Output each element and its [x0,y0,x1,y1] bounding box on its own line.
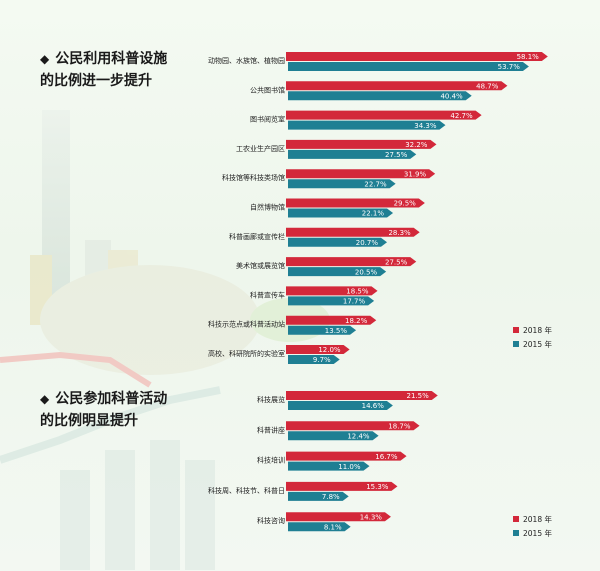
value-label: 12.0% [318,346,341,354]
value-label: 31.9% [404,170,427,178]
bar-2018 [286,169,436,179]
category-label: 科技周、科技节、科普日 [208,486,285,495]
value-label: 18.5% [346,288,369,296]
legend-label-2015: 2015 年 [523,528,552,538]
value-label: 8.1% [324,523,342,531]
value-label: 15.3% [366,483,389,491]
value-label: 20.7% [356,239,379,247]
bar-2015 [288,355,340,364]
category-label: 图书阅览室 [250,115,285,124]
value-label: 40.4% [440,93,463,101]
bar-2015 [288,325,357,335]
bar-2015 [288,237,388,247]
section-title-line1: 公民利用科普设施 [55,51,168,67]
bar-2015 [288,149,417,159]
value-label: 58.1% [517,53,540,61]
bar-2015 [288,461,370,471]
value-label: 53.7% [498,63,521,71]
legend-label-2018: 2018 年 [523,325,552,335]
value-label: 48.7% [476,83,499,91]
value-label: 16.7% [375,453,398,461]
value-label: 21.5% [407,392,430,400]
value-label: 22.1% [362,210,385,218]
category-label: 公共图书馆 [250,85,285,94]
value-label: 9.7% [313,356,331,364]
value-label: 29.5% [394,200,417,208]
category-label: 科技咨询 [257,516,285,525]
category-label: 高校、科研院所的实验室 [208,349,285,358]
value-label: 17.7% [343,298,366,306]
bar-2018 [286,391,438,400]
value-label: 32.2% [405,141,428,149]
bar-2015 [288,179,396,189]
bar-2018 [286,345,350,354]
value-label: 42.7% [450,112,473,120]
legend-swatch-2018 [513,327,519,333]
legend-label-2015: 2015 年 [523,339,552,349]
category-label: 工农业生产园区 [236,144,285,153]
category-label: 科普宣传车 [250,290,285,299]
bar-2018 [286,110,482,120]
bar-2018 [286,451,407,461]
bar-2018 [286,227,420,237]
category-label: 科普画廊或宣传栏 [229,232,285,241]
bar-2018 [286,421,420,431]
diamond-bullet-icon: ◆ [40,392,50,406]
value-label: 18.7% [388,423,411,431]
legend-swatch-2015 [513,341,519,347]
value-label: 14.6% [362,402,385,410]
section-title-line1: 公民参加科普活动 [55,391,168,407]
value-label: 14.3% [360,513,383,521]
section-title-facilities: ◆ 公民利用科普设施 的比例进一步提升 [40,48,210,92]
value-label: 7.8% [322,493,340,501]
category-label: 科技培训 [257,456,285,465]
bar-2015 [288,62,529,71]
bar-2015 [288,491,349,501]
bar-2015 [288,91,472,101]
bar-2015 [288,401,393,410]
category-label: 科技示范点或科普活动站 [208,320,285,329]
bar-2018 [286,512,391,522]
bar-2018 [286,286,378,296]
bar-2015 [288,522,351,532]
value-label: 27.5% [385,151,408,159]
category-label: 科技展览 [257,395,285,404]
bar-2015 [288,208,394,218]
legend-swatch-2015 [513,530,519,536]
bar-2015 [288,267,387,277]
section-title-activities: ◆ 公民参加科普活动 的比例明显提升 [40,388,210,432]
category-label: 科普讲座 [257,425,285,434]
value-label: 13.5% [325,327,348,335]
bar-2018 [286,315,377,325]
value-label: 22.7% [364,180,387,188]
bar-2018 [286,52,548,61]
category-label: 自然博物馆 [250,203,285,212]
bar-2018 [286,481,398,491]
bar-2015 [288,120,446,130]
bar-2018 [286,81,508,91]
legend-swatch-2018 [513,516,519,522]
value-label: 18.2% [345,317,368,325]
bar-2015 [288,296,375,306]
section-title-line2: 的比例进一步提升 [40,73,152,89]
diamond-bullet-icon: ◆ [40,52,50,66]
section-title-line2: 的比例明显提升 [40,413,138,429]
category-label: 科技馆等科技类场馆 [222,173,285,182]
value-label: 28.3% [388,229,411,237]
bar-2018 [286,198,425,208]
category-label: 美术馆或展览馆 [236,261,285,270]
value-label: 12.4% [347,433,370,441]
bar-2015 [288,431,379,441]
category-label: 动物园、水族馆、植物园 [208,56,285,65]
value-label: 20.5% [355,268,378,276]
bar-2018 [286,139,437,149]
legend-label-2018: 2018 年 [523,514,552,524]
bar-2018 [286,257,417,267]
value-label: 11.0% [338,463,361,471]
value-label: 34.3% [414,122,437,130]
value-label: 27.5% [385,258,408,266]
